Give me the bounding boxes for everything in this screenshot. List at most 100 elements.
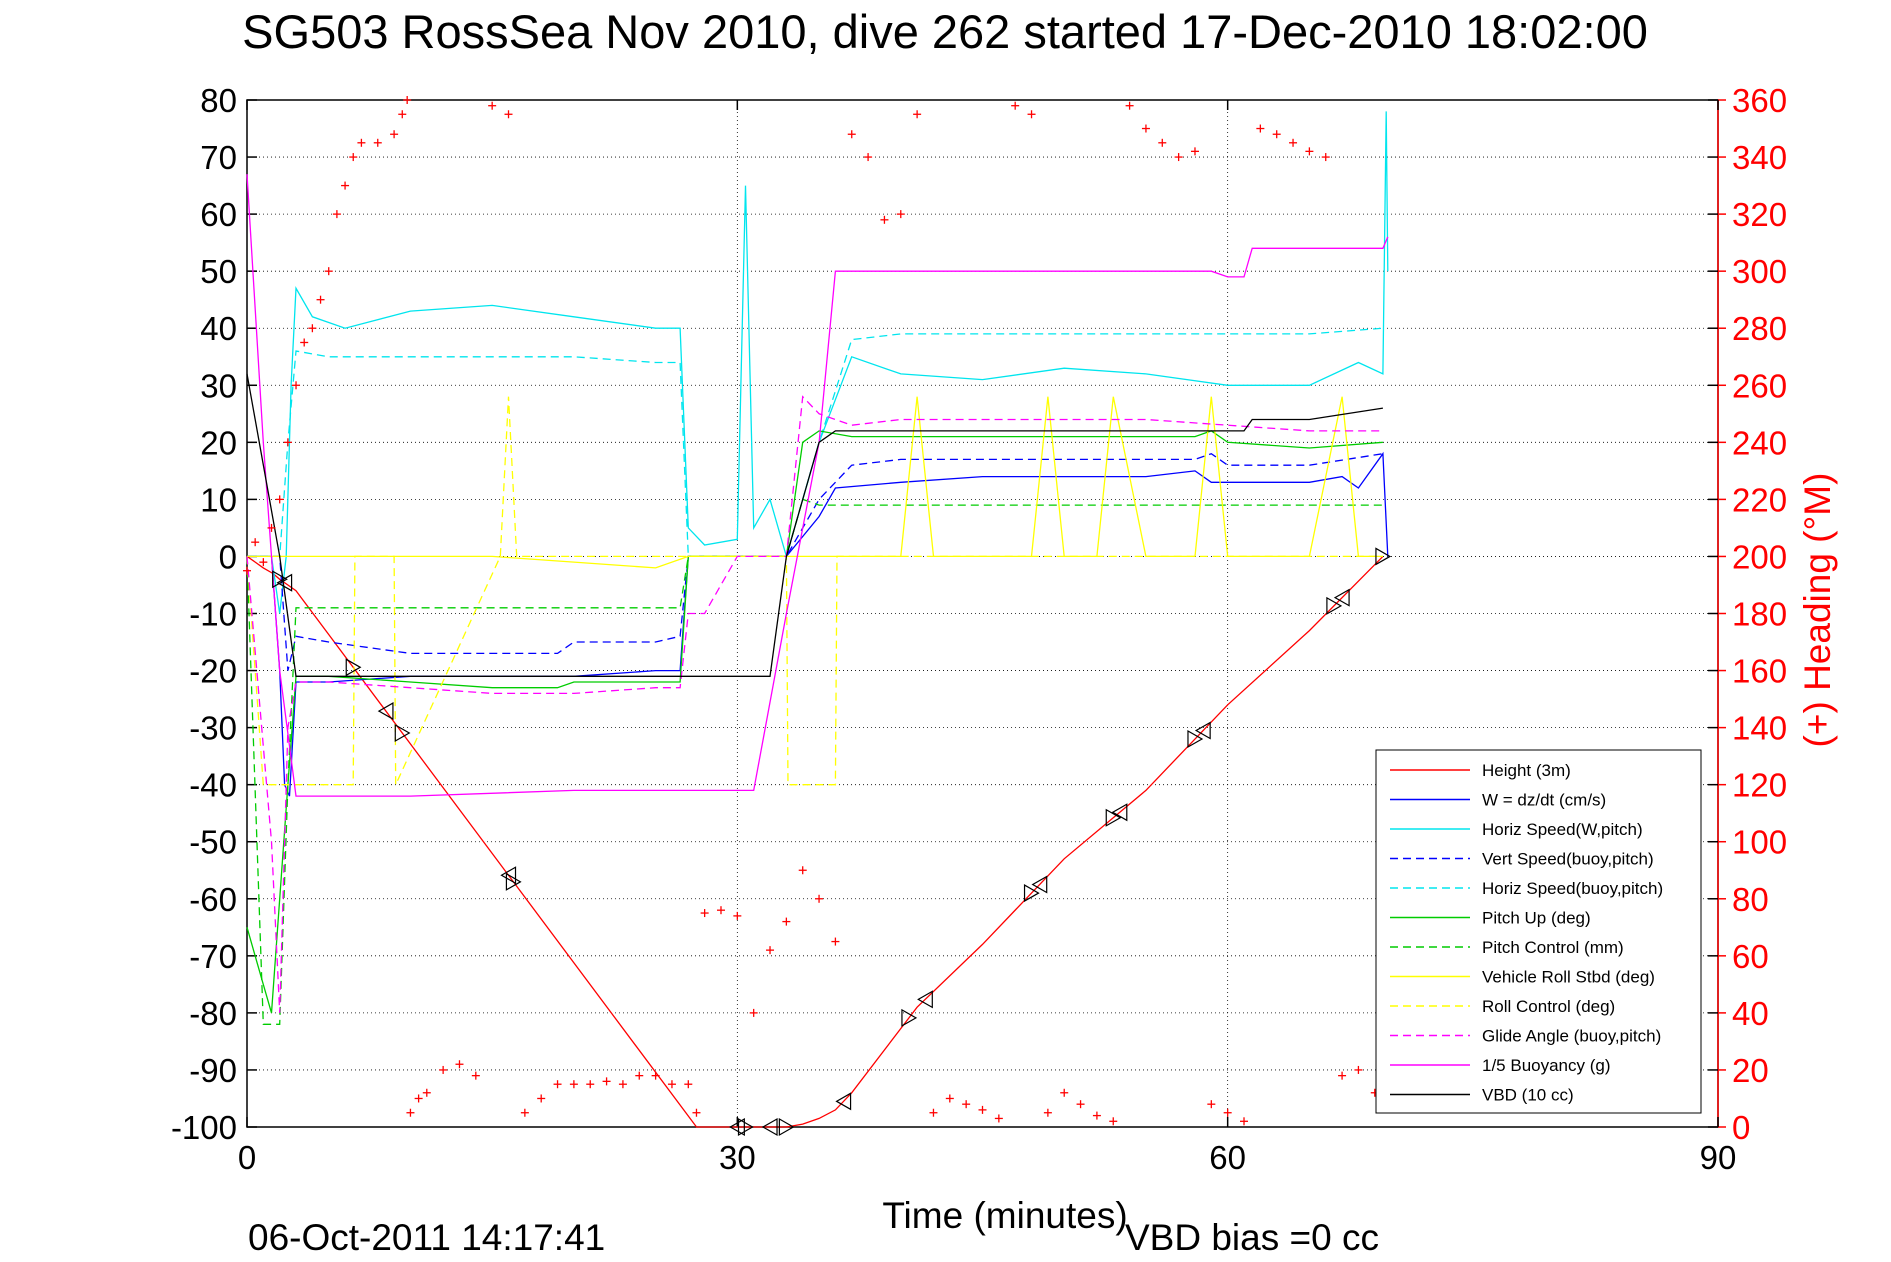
heading-point — [251, 538, 260, 547]
legend-label: W = dz/dt (cm/s) — [1482, 791, 1606, 810]
y-right-tick-label: 140 — [1732, 710, 1787, 747]
height-marker — [1333, 588, 1350, 607]
y-tick-label: -80 — [189, 995, 237, 1032]
series-line-7 — [247, 396, 1383, 569]
y-tick-label: 60 — [200, 196, 237, 233]
heading-point — [798, 866, 807, 875]
y-right-tick-label: 100 — [1732, 824, 1787, 861]
y-right-tick-label: 20 — [1732, 1052, 1769, 1089]
heading-point — [1043, 1108, 1052, 1117]
heading-point — [390, 130, 399, 139]
y-tick-label: 30 — [200, 367, 237, 404]
y-right-tick-label: 120 — [1732, 767, 1787, 804]
y-tick-label: -60 — [189, 881, 237, 918]
height-marker — [500, 866, 517, 885]
heading-point — [782, 917, 791, 926]
heading-point — [569, 1080, 578, 1089]
height-marker — [1375, 547, 1392, 566]
heading-point — [586, 1080, 595, 1089]
heading-point — [847, 130, 856, 139]
y-right-tick-label: 260 — [1732, 367, 1787, 404]
y-right-tick-label: 200 — [1732, 538, 1787, 575]
legend-label: Height (3m) — [1482, 761, 1571, 780]
heading-point — [994, 1114, 1003, 1123]
heading-point — [455, 1060, 464, 1069]
heading-point — [283, 438, 292, 447]
heading-point — [504, 110, 513, 119]
height-marker — [729, 1117, 745, 1137]
y-ticks: 80 70 60 50 40 30 20 10 0 -10 -20 -30 -40 -50 -60 -70 -8… — [171, 82, 1718, 1146]
heading-point — [651, 1071, 660, 1080]
legend-label: Pitch Control (mm) — [1482, 938, 1624, 957]
y-right-tick-label: 60 — [1732, 938, 1769, 975]
height-marker — [1105, 808, 1122, 827]
y-tick-label: -10 — [189, 596, 237, 633]
y-tick-label: -20 — [189, 653, 237, 690]
heading-point — [1354, 1065, 1363, 1074]
heading-point — [275, 495, 284, 504]
height-triangle-markers — [272, 547, 1392, 1137]
height-marker — [394, 723, 411, 743]
heading-point — [1011, 101, 1020, 110]
heading-point — [357, 138, 366, 147]
legend-label: Pitch Up (deg) — [1482, 909, 1591, 928]
y-axis-right-label: (+) Heading (°M) — [1797, 473, 1838, 748]
y-tick-label: 70 — [200, 139, 237, 176]
heading-point — [1174, 153, 1183, 162]
y-tick-label: -30 — [189, 710, 237, 747]
x-tick-label: 30 — [719, 1139, 756, 1176]
heading-point — [978, 1105, 987, 1114]
heading-point — [471, 1071, 480, 1080]
heading-point — [324, 267, 333, 276]
heading-point — [267, 523, 276, 532]
heading-point — [1305, 147, 1314, 156]
y-right-tick-label: 160 — [1732, 653, 1787, 690]
legend-label: Vert Speed(buoy,pitch) — [1482, 850, 1654, 869]
height-marker — [276, 573, 293, 592]
heading-point — [1338, 1071, 1347, 1080]
heading-point — [422, 1088, 431, 1097]
y-right-tick-label: 40 — [1732, 995, 1769, 1032]
heading-point — [553, 1080, 562, 1089]
series-line-3 — [247, 452, 1384, 671]
chart-title: SG503 RossSea Nov 2010, dive 262 started… — [242, 5, 1648, 58]
x-tick-label: 60 — [1209, 1139, 1246, 1176]
heading-point — [292, 381, 301, 390]
series-line-9 — [246, 395, 1383, 1013]
heading-point — [1076, 1100, 1085, 1109]
y-right-tick-label: 320 — [1732, 196, 1787, 233]
heading-point — [733, 911, 742, 920]
series-line-4 — [247, 327, 1383, 558]
height-marker — [1023, 884, 1040, 903]
heading-point — [1125, 101, 1134, 110]
height-marker — [778, 1117, 795, 1137]
y-tick-label: -70 — [189, 938, 237, 975]
heading-point — [1190, 147, 1199, 156]
height-marker — [505, 872, 522, 891]
series-line-11 — [246, 373, 1383, 677]
height-marker — [835, 1092, 852, 1111]
height-marker — [917, 990, 933, 1009]
series-lines — [246, 111, 1389, 1128]
heading-point — [341, 181, 350, 190]
heading-point — [1092, 1111, 1101, 1120]
heading-point — [537, 1094, 546, 1103]
heading-point — [618, 1080, 627, 1089]
y-tick-label: 10 — [200, 481, 237, 518]
y-right-tick-label: 220 — [1732, 481, 1787, 518]
heading-point — [692, 1108, 701, 1117]
y-right-tick-label: 340 — [1732, 139, 1787, 176]
heading-point — [749, 1008, 758, 1017]
heading-point — [1158, 138, 1167, 147]
height-marker — [737, 1117, 754, 1137]
height-marker — [1194, 721, 1211, 740]
y-right-tick-label: 300 — [1732, 253, 1787, 290]
heading-point — [815, 894, 824, 903]
y-right-tick-label: 180 — [1732, 596, 1787, 633]
y-tick-label: -90 — [189, 1052, 237, 1089]
legend: Height (3m) W = dz/dt (cm/s) Horiz Speed(W… — [1375, 749, 1702, 1114]
legend-label: 1/5 Buoyancy (g) — [1482, 1056, 1611, 1075]
y-right-tick-label: 360 — [1732, 82, 1787, 119]
legend-label: Glide Angle (buoy,pitch) — [1482, 1027, 1661, 1046]
heading-point — [962, 1100, 971, 1109]
